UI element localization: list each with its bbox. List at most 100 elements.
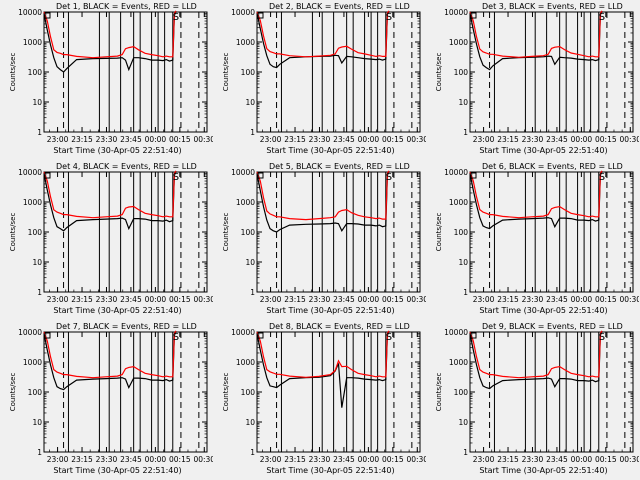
lld-series-line [256,10,390,58]
x-tick-label: 23:30 [96,295,118,304]
detector-chart-4: Det 4, BLACK = Events, RED = LLD 1 10 100 10… [9,162,213,315]
y-axis-label: Counts/sec [9,373,17,412]
x-tick-label: 23:00 [473,455,495,464]
y-tick-label: 10 [245,258,255,267]
y-tick-label: 100 [241,388,256,397]
y-axis-label: Counts/sec [222,213,230,252]
y-tick-label: 1000 [449,38,468,47]
y-tick-label: 100 [454,388,469,397]
y-tick-label: 100 [28,228,43,237]
y-tick-label: 10000 [444,8,468,17]
x-tick-label: 00:15 [169,295,191,304]
chart-title: Det 7, BLACK = Events, RED = LLD [56,322,197,331]
chart-title: Det 4, BLACK = Events, RED = LLD [56,162,197,171]
x-tick-label: 23:45 [546,295,568,304]
x-tick-label: 23:45 [546,455,568,464]
y-tick-label: 1000 [23,358,42,367]
events-series-line [43,331,177,391]
y-tick-label: 10000 [444,328,468,337]
x-tick-label: 23:15 [284,455,306,464]
y-axis-label: Counts/sec [222,53,230,92]
events-series-line [256,11,390,69]
s-marker: S [599,172,605,183]
y-tick-label: 10000 [444,168,468,177]
lld-series-line [256,330,390,378]
y-tick-label: 10000 [18,8,42,17]
x-tick-label: 23:15 [71,135,93,144]
s-marker: S [173,172,179,183]
x-axis-label: Start Time (30-Apr-05 22:51:40) [53,466,181,475]
detector-chart-9: Det 9, BLACK = Events, RED = LLD 1 10 100 10… [435,322,639,475]
lld-series-line [469,330,603,379]
x-tick-label: 23:00 [47,455,69,464]
detector-panel-3: Det 3, BLACK = Events, RED = LLD 1 10 100 10… [426,0,639,160]
s-marker: S [386,332,392,343]
y-tick-label: 100 [28,388,43,397]
lld-series-line [43,170,177,219]
chart-title: Det 8, BLACK = Events, RED = LLD [269,322,410,331]
s-marker: S [173,12,179,23]
x-tick-label: 23:30 [522,135,544,144]
start-marker-box [470,332,477,339]
x-tick-label: 00:30 [193,455,213,464]
x-tick-label: 23:30 [309,455,331,464]
detector-panel-7: Det 7, BLACK = Events, RED = LLD 1 10 100 10… [0,320,213,480]
detector-chart-8: Det 8, BLACK = Events, RED = LLD 1 10 100 10… [222,322,426,475]
x-tick-label: 23:30 [522,455,544,464]
detector-chart-3: Det 3, BLACK = Events, RED = LLD 1 10 100 10… [435,2,639,155]
x-tick-label: 00:30 [193,295,213,304]
x-tick-label: 00:00 [358,455,380,464]
y-tick-label: 10 [458,418,468,427]
x-tick-label: 00:15 [595,135,617,144]
x-tick-label: 00:00 [145,135,167,144]
y-tick-label: 1000 [23,38,42,47]
s-marker: S [386,172,392,183]
x-axis-label: Start Time (30-Apr-05 22:51:40) [266,306,394,315]
lld-series-line [469,10,603,58]
s-marker: S [173,332,179,343]
x-tick-label: 23:30 [309,135,331,144]
y-tick-label: 1000 [449,358,468,367]
y-tick-label: 10 [245,418,255,427]
chart-title: Det 5, BLACK = Events, RED = LLD [269,162,410,171]
x-tick-label: 23:15 [497,135,519,144]
x-tick-label: 23:45 [333,295,355,304]
s-marker: S [386,12,392,23]
events-series-line [43,171,177,232]
y-tick-label: 10 [458,258,468,267]
y-tick-label: 1 [37,448,42,457]
x-tick-label: 23:15 [284,295,306,304]
lld-series-line [256,170,390,221]
detector-chart-2: Det 2, BLACK = Events, RED = LLD 1 10 100 10… [222,2,426,155]
y-tick-label: 100 [454,68,469,77]
s-marker: S [599,12,605,23]
x-tick-label: 23:30 [96,455,118,464]
s-marker: S [599,332,605,343]
y-tick-label: 100 [28,68,43,77]
x-tick-label: 23:00 [260,135,282,144]
chart-title: Det 1, BLACK = Events, RED = LLD [56,2,197,11]
x-tick-label: 00:00 [571,295,593,304]
x-axis-label: Start Time (30-Apr-05 22:51:40) [266,146,394,155]
chart-title: Det 3, BLACK = Events, RED = LLD [482,2,623,11]
y-tick-label: 10000 [18,168,42,177]
y-tick-label: 10 [458,98,468,107]
y-tick-label: 1000 [236,38,255,47]
x-tick-label: 23:15 [71,455,93,464]
start-marker-box [257,12,264,19]
start-marker-box [470,172,477,179]
y-tick-label: 10000 [231,8,255,17]
x-axis-label: Start Time (30-Apr-05 22:51:40) [266,466,394,475]
start-marker-box [44,12,51,19]
y-tick-label: 100 [241,68,256,77]
x-axis-label: Start Time (30-Apr-05 22:51:40) [479,306,607,315]
start-marker-box [44,332,51,339]
x-axis-label: Start Time (30-Apr-05 22:51:40) [479,146,607,155]
x-tick-label: 23:15 [284,135,306,144]
x-tick-label: 23:45 [546,135,568,144]
x-tick-label: 23:45 [333,455,355,464]
chart-title: Det 2, BLACK = Events, RED = LLD [269,2,410,11]
x-tick-label: 00:15 [382,135,404,144]
lld-series-line [43,330,177,379]
lld-series-line [469,170,603,219]
